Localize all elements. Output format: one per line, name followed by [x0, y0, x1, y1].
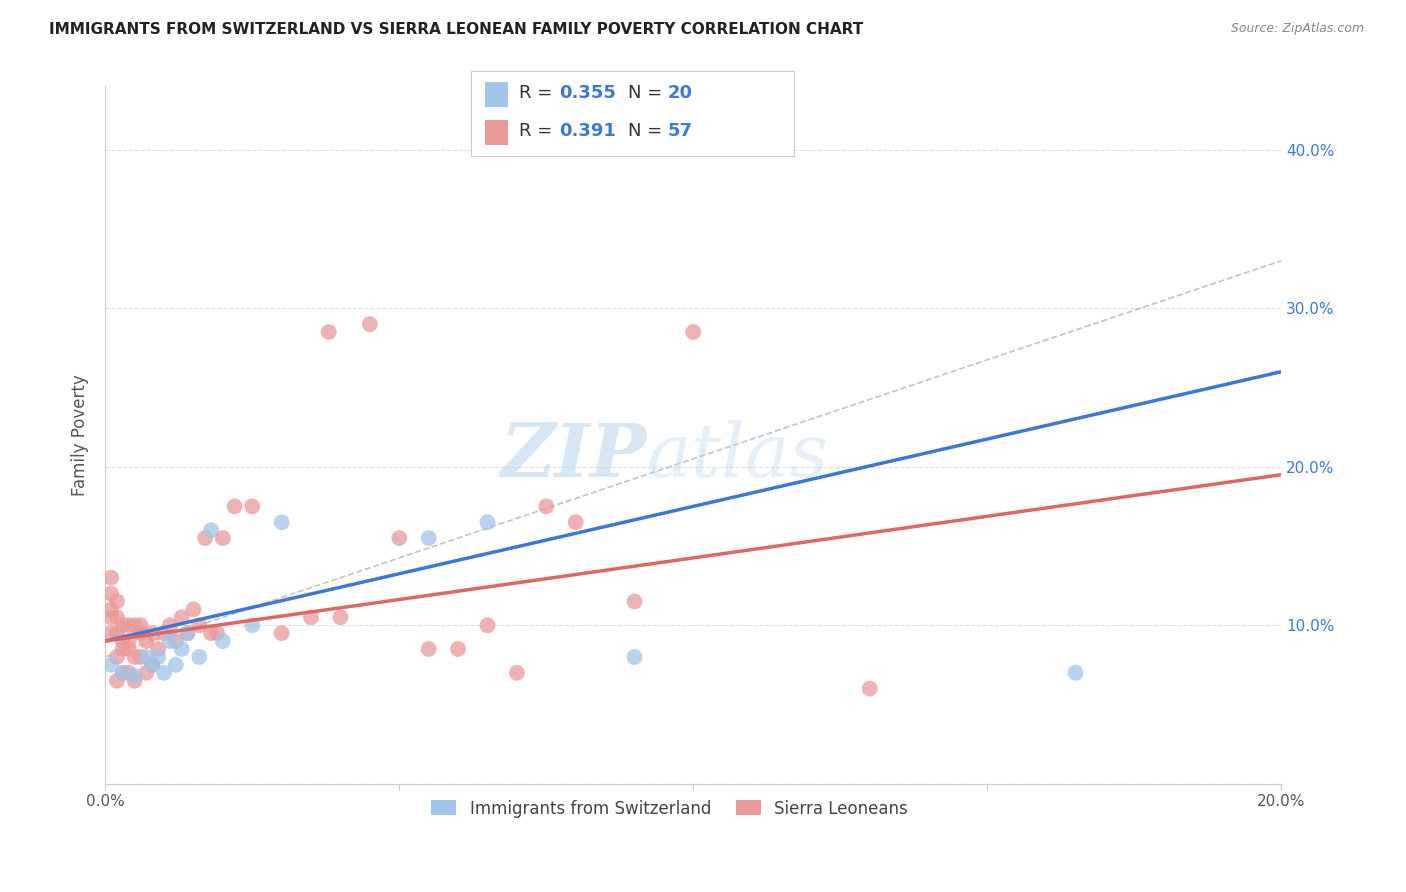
Point	[111, 665, 134, 680]
Point	[153, 665, 176, 680]
Point	[170, 642, 193, 657]
Point	[100, 657, 122, 672]
Point	[194, 531, 217, 545]
Point	[200, 523, 222, 537]
Legend: Immigrants from Switzerland, Sierra Leoneans: Immigrants from Switzerland, Sierra Leon…	[425, 793, 915, 824]
Text: R =: R =	[519, 84, 553, 102]
Point	[118, 665, 141, 680]
Point	[240, 618, 263, 632]
Point	[105, 610, 128, 624]
Point	[270, 626, 292, 640]
Point	[299, 610, 322, 624]
Point	[159, 634, 181, 648]
Point	[111, 618, 134, 632]
Point	[176, 626, 198, 640]
Point	[240, 500, 263, 514]
Point	[129, 618, 152, 632]
Text: 0.355: 0.355	[560, 84, 616, 102]
Text: atlas: atlas	[647, 420, 828, 492]
Point	[124, 673, 146, 688]
Point	[129, 649, 152, 664]
Point	[205, 626, 228, 640]
Text: N =: N =	[628, 84, 662, 102]
Point	[135, 634, 157, 648]
Point	[176, 626, 198, 640]
Text: IMMIGRANTS FROM SWITZERLAND VS SIERRA LEONEAN FAMILY POVERTY CORRELATION CHART: IMMIGRANTS FROM SWITZERLAND VS SIERRA LE…	[49, 22, 863, 37]
Point	[146, 642, 169, 657]
Point	[200, 626, 222, 640]
Text: 0.391: 0.391	[560, 122, 616, 140]
Point	[118, 642, 141, 657]
Point	[141, 626, 163, 640]
Point	[447, 642, 470, 657]
Point	[129, 626, 152, 640]
Point	[211, 634, 233, 648]
Point	[105, 649, 128, 664]
Point	[118, 634, 141, 648]
Point	[188, 649, 211, 664]
Point	[211, 531, 233, 545]
Point	[477, 618, 499, 632]
Point	[124, 649, 146, 664]
Point	[506, 665, 529, 680]
Text: 20: 20	[668, 84, 693, 102]
Point	[111, 634, 134, 648]
Point	[153, 626, 176, 640]
Point	[477, 515, 499, 529]
Point	[118, 618, 141, 632]
Point	[682, 325, 704, 339]
Point	[188, 618, 211, 632]
Point	[388, 531, 411, 545]
Point	[418, 642, 440, 657]
Point	[270, 515, 292, 529]
Point	[141, 657, 163, 672]
Point	[111, 642, 134, 657]
Point	[183, 602, 205, 616]
Point	[170, 610, 193, 624]
Point	[536, 500, 558, 514]
Text: N =: N =	[628, 122, 662, 140]
Point	[146, 649, 169, 664]
Point	[359, 317, 381, 331]
Point	[859, 681, 882, 696]
Point	[100, 586, 122, 600]
Point	[1064, 665, 1087, 680]
Text: R =: R =	[519, 122, 553, 140]
Point	[105, 594, 128, 608]
Text: ZIP: ZIP	[501, 420, 647, 492]
Point	[329, 610, 352, 624]
Y-axis label: Family Poverty: Family Poverty	[72, 374, 89, 496]
Text: 57: 57	[668, 122, 693, 140]
Point	[165, 634, 187, 648]
Point	[141, 657, 163, 672]
Point	[100, 571, 122, 585]
Point	[135, 665, 157, 680]
Point	[165, 657, 187, 672]
Point	[105, 673, 128, 688]
Point	[100, 602, 122, 616]
Point	[100, 626, 122, 640]
Point	[100, 610, 122, 624]
Point	[224, 500, 246, 514]
Point	[318, 325, 340, 339]
Point	[623, 649, 645, 664]
Point	[418, 531, 440, 545]
Point	[105, 626, 128, 640]
Text: Source: ZipAtlas.com: Source: ZipAtlas.com	[1230, 22, 1364, 36]
Point	[111, 665, 134, 680]
Point	[135, 649, 157, 664]
Point	[564, 515, 586, 529]
Point	[623, 594, 645, 608]
Point	[124, 618, 146, 632]
Point	[159, 618, 181, 632]
Point	[124, 669, 146, 683]
